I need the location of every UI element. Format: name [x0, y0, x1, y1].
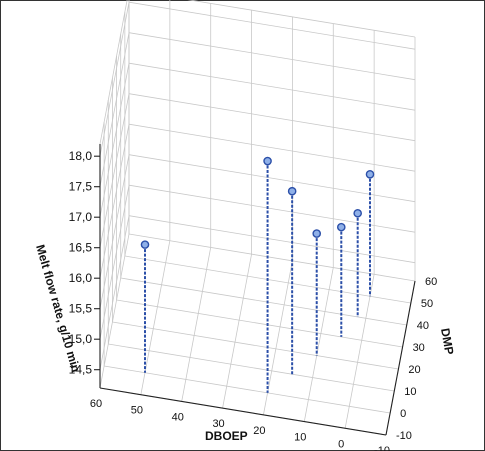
grid-line — [128, 93, 416, 142]
data-point — [287, 186, 297, 196]
grid-line — [108, 343, 395, 392]
grid-line — [128, 215, 416, 264]
data-point — [336, 222, 346, 232]
grid-line — [128, 32, 416, 81]
x-axis-line — [99, 387, 387, 436]
x-tick-label: 20 — [253, 425, 265, 437]
grid-line — [128, 123, 416, 172]
grid-line — [99, 215, 130, 370]
grid-line — [99, 0, 128, 145]
data-point — [312, 229, 322, 238]
grid-line — [99, 63, 130, 218]
grid-line — [181, 247, 212, 402]
x-tick-label: -10 — [374, 445, 390, 451]
grid-line — [112, 321, 399, 370]
y-tick-label: 60 — [425, 276, 437, 288]
grid-line — [99, 233, 130, 389]
axes-lines — [94, 144, 416, 436]
data-point — [263, 156, 272, 166]
grid-line — [128, 1, 416, 50]
grid-line — [222, 254, 252, 409]
y-tick-label: -10 — [396, 430, 412, 442]
grid-line — [99, 2, 130, 157]
grid-line — [128, 184, 416, 233]
z-tick-label: 16,5 — [69, 241, 93, 255]
y-tick-label: 30 — [413, 342, 425, 354]
z-tick-label: 16,0 — [69, 271, 93, 285]
z-tick-label: 15,5 — [69, 302, 93, 316]
grid-line — [128, 62, 416, 111]
y-tick-label: 20 — [408, 364, 420, 376]
x-tick-label: 40 — [172, 411, 184, 423]
grid-line — [104, 365, 391, 414]
x-axis-label: DBOEP — [205, 429, 248, 443]
tick-labels: 14,5 15,0 15,5 16,0 16,5 17,0 17,5 18,0 60 50 40 30… — [69, 149, 438, 451]
x-tick-label: 0 — [338, 438, 344, 450]
y-tick-label: 50 — [421, 298, 433, 310]
z-tick-label: 15,0 — [69, 332, 93, 346]
data-point — [140, 240, 150, 249]
grid-line — [99, 154, 130, 309]
y-axis-label: DMP — [438, 327, 456, 356]
grid-line — [344, 274, 375, 429]
grid-line — [303, 267, 334, 422]
z-tick-label: 18,0 — [69, 149, 93, 163]
grid-line — [128, 154, 416, 203]
data-point — [353, 208, 362, 218]
grid-back-wall — [128, 0, 416, 281]
z-tick-label: 17,5 — [69, 180, 93, 194]
stems — [144, 161, 371, 393]
z-tick-label: 17,0 — [69, 210, 93, 224]
x-tick-label: 30 — [212, 418, 224, 430]
x-tick-label: 50 — [131, 405, 143, 417]
points — [140, 156, 375, 249]
grid-line — [99, 124, 130, 279]
x-tick-label: 60 — [90, 398, 102, 410]
grid-line — [128, 233, 416, 282]
z-tick-label: 14,5 — [69, 363, 93, 377]
grid-line — [120, 277, 407, 326]
y-tick-label: 40 — [417, 320, 429, 332]
grid-line — [263, 260, 293, 415]
grid-line — [99, 32, 130, 187]
y-tick-label: 0 — [400, 408, 406, 420]
grid-line — [99, 185, 130, 340]
y-axis-line — [385, 280, 416, 436]
x-tick-label: 10 — [294, 432, 306, 444]
data-point — [365, 169, 375, 179]
grid-line — [99, 93, 130, 248]
grid-floor — [99, 233, 416, 436]
y-tick-label: 10 — [404, 386, 416, 398]
grid-line — [116, 299, 403, 348]
grid-line — [187, 0, 416, 38]
grid-side-wall — [99, 0, 130, 388]
